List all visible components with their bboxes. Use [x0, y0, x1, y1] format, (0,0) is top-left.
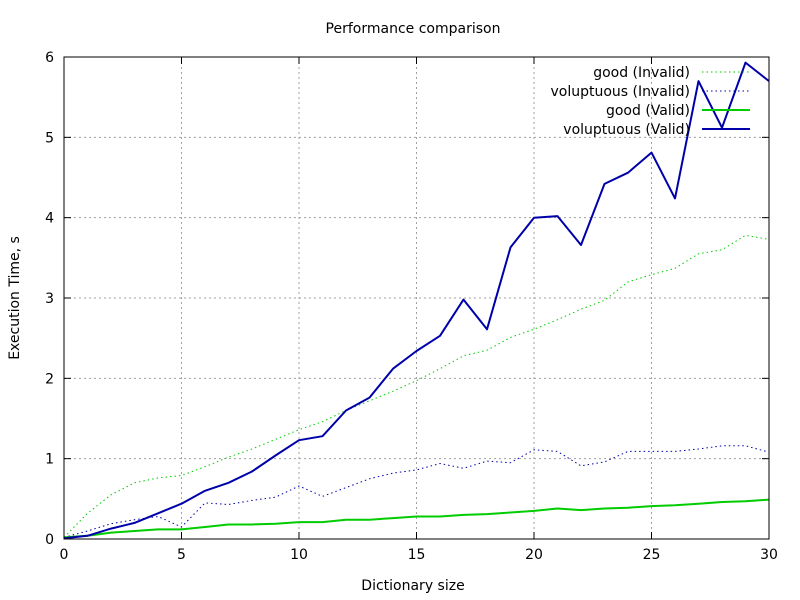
legend: good (Invalid) voluptuous (Invalid) good (… [550, 65, 750, 138]
chart-title: Performance comparison [326, 21, 501, 37]
legend-label: good (Invalid) [593, 65, 690, 81]
legend-label: voluptuous (Valid) [563, 122, 690, 138]
y-tick-label: 3 [45, 291, 54, 307]
series-layer [63, 61, 770, 540]
series-line-voluptuous-invalid [63, 445, 770, 538]
series-line-good-valid [63, 498, 770, 539]
y-tick-label: 5 [45, 130, 54, 146]
y-tick-label: 4 [45, 211, 54, 227]
y-tick-label: 1 [45, 452, 54, 468]
x-axis-label: Dictionary size [361, 578, 464, 594]
legend-label: good (Valid) [606, 103, 690, 119]
x-tick-label: 20 [525, 547, 543, 563]
series-line-voluptuous-valid [63, 61, 770, 540]
legend-label: voluptuous (Invalid) [550, 84, 690, 100]
x-tick-label: 5 [177, 547, 186, 563]
y-axis-label: Execution Time, s [7, 236, 23, 360]
x-tick-label: 10 [290, 547, 308, 563]
axis-ticks: 0 5 10 15 20 25 30 0 1 2 3 4 5 6 [45, 50, 778, 563]
grid-lines [64, 57, 769, 539]
x-tick-label: 0 [60, 547, 69, 563]
y-tick-label: 0 [45, 532, 54, 548]
y-tick-label: 6 [45, 50, 54, 66]
y-tick-label: 2 [45, 371, 54, 387]
x-tick-label: 25 [643, 547, 661, 563]
x-tick-label: 15 [408, 547, 426, 563]
x-tick-label: 30 [760, 547, 778, 563]
